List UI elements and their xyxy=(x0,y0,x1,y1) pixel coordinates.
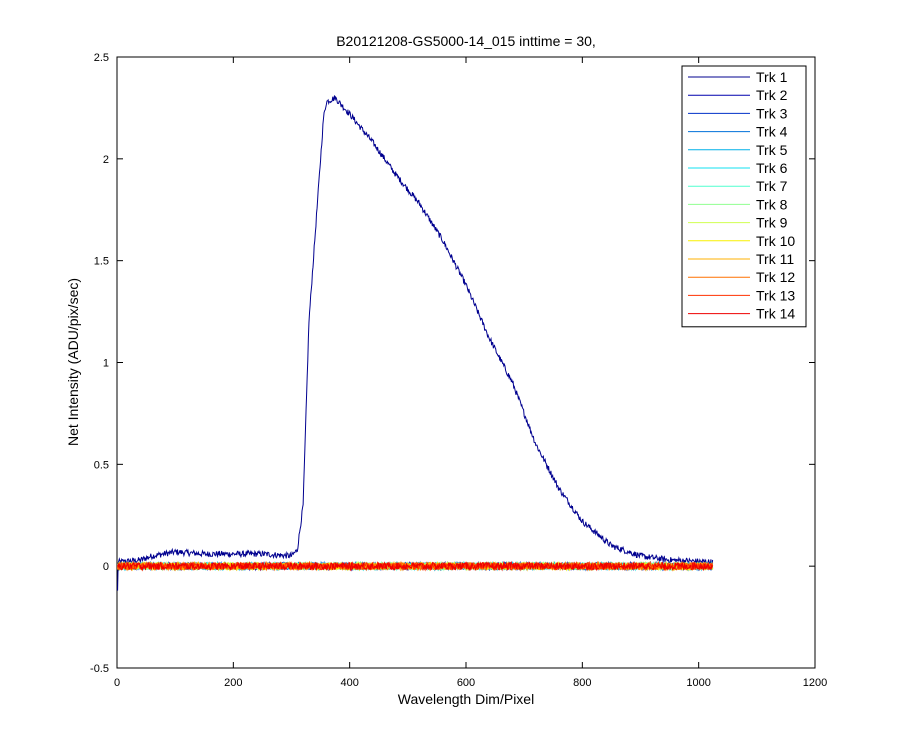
x-tick-label: 800 xyxy=(573,677,591,689)
series-line-trk-1 xyxy=(117,95,714,591)
x-tick-label: 1200 xyxy=(803,677,827,689)
legend-label-trk-12: Trk 12 xyxy=(756,269,795,285)
y-axis-title: Net Intensity (ADU/pix/sec) xyxy=(65,278,81,446)
legend-label-trk-6: Trk 6 xyxy=(756,160,788,176)
legend-box xyxy=(681,65,807,328)
y-tick-label: -0.5 xyxy=(90,663,109,675)
legend-label-trk-8: Trk 8 xyxy=(756,196,788,212)
series-line-trk-14 xyxy=(117,560,714,572)
legend-label-trk-9: Trk 9 xyxy=(756,215,788,231)
legend-label-trk-1: Trk 1 xyxy=(756,69,788,85)
x-tick-label: 1000 xyxy=(686,677,710,689)
y-tick-label: 2.5 xyxy=(94,52,109,64)
x-tick-label: 400 xyxy=(340,677,358,689)
y-tick-label: 1.5 xyxy=(94,256,109,268)
legend-label-trk-10: Trk 10 xyxy=(756,233,795,249)
legend-label-trk-13: Trk 13 xyxy=(756,287,795,303)
x-axis: 0 200 400 600 800 1000 1200 xyxy=(114,57,827,689)
legend-label-trk-7: Trk 7 xyxy=(756,178,788,194)
x-axis-title: Wavelength Dim/Pixel xyxy=(398,691,534,707)
y-tick-label: 1 xyxy=(103,358,109,370)
x-tick-label: 0 xyxy=(114,677,120,689)
y-tick-label: 2 xyxy=(103,154,109,166)
legend-label-trk-4: Trk 4 xyxy=(756,124,788,140)
x-tick-label: 200 xyxy=(224,677,242,689)
legend-label-trk-5: Trk 5 xyxy=(756,142,788,158)
legend-label-trk-3: Trk 3 xyxy=(756,105,788,121)
chart-title: B20121208-GS5000-14_015 inttime = 30, xyxy=(336,33,596,49)
legend-label-trk-11: Trk 11 xyxy=(756,251,794,267)
y-tick-label: 0.5 xyxy=(94,459,109,471)
legend-label-trk-14: Trk 14 xyxy=(756,306,795,322)
legend[interactable]: Trk 1 Trk 2 Trk 3 Trk 4 Trk 5 Trk 6 Trk 7 Trk 8… xyxy=(681,65,807,328)
x-tick-label: 600 xyxy=(457,677,475,689)
y-axis: -0.5 0 0.5 1 1.5 2 2.5 xyxy=(90,52,815,675)
y-tick-label: 0 xyxy=(103,561,109,573)
series-layer xyxy=(117,95,714,591)
legend-label-trk-2: Trk 2 xyxy=(756,87,788,103)
